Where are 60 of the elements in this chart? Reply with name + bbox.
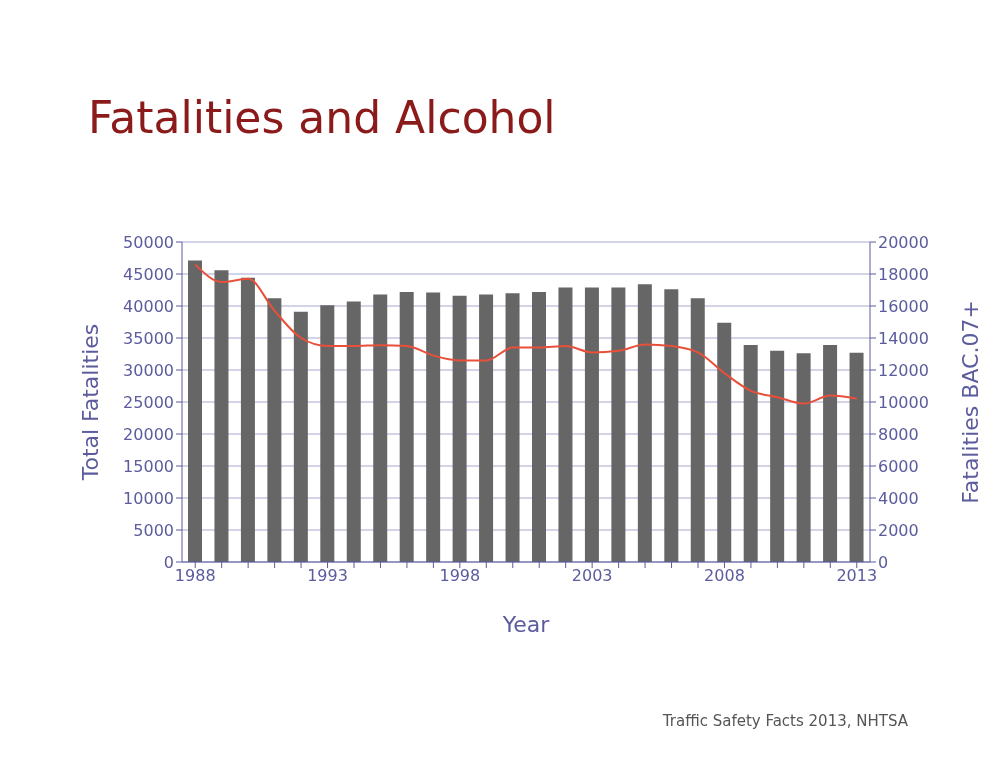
bar <box>637 284 652 562</box>
bar <box>584 287 599 562</box>
y-tick-label: 15000 <box>123 456 174 476</box>
y2-axis-title: Fatalities BAC.07+ <box>957 300 983 504</box>
y2-tick-label: 10000 <box>878 392 929 412</box>
y-tick-label: 45000 <box>123 264 174 284</box>
x-tick-label: 1988 <box>174 566 216 586</box>
y2-tick-label: 14000 <box>878 328 929 348</box>
bar <box>399 291 414 562</box>
bar <box>690 298 705 562</box>
bar <box>240 277 255 562</box>
y2-tick-label: 0 <box>878 552 889 572</box>
bar <box>188 260 202 562</box>
bar <box>479 294 494 562</box>
y2-tick-label: 18000 <box>878 264 929 284</box>
bar <box>426 292 441 562</box>
x-tick-label: 1998 <box>439 566 481 586</box>
y-tick-label: 25000 <box>123 392 174 412</box>
bar <box>796 353 811 562</box>
bar <box>505 293 520 562</box>
bar <box>823 345 838 562</box>
bar <box>214 270 229 562</box>
bar <box>452 295 467 562</box>
bar <box>743 345 758 562</box>
bar <box>717 322 732 562</box>
x-tick-label: 2008 <box>704 566 745 586</box>
bar <box>770 350 785 562</box>
y-tick-label: 0 <box>163 552 174 572</box>
y2-tick-label: 16000 <box>878 296 929 316</box>
y-tick-label: 20000 <box>123 424 174 444</box>
y-tick-label: 50000 <box>123 232 174 252</box>
y2-tick-label: 6000 <box>878 456 919 476</box>
bar <box>267 298 282 562</box>
bar <box>558 287 573 562</box>
bar <box>532 291 546 562</box>
y2-tick-label: 12000 <box>878 360 929 380</box>
text: Traffic Safety Facts 2013, NHTSA <box>662 712 908 730</box>
bar <box>320 305 335 562</box>
bar <box>373 294 388 562</box>
y2-tick-label: 2000 <box>878 520 919 540</box>
x-tick-label: 2003 <box>571 566 613 586</box>
y-tick-label: 30000 <box>123 360 174 380</box>
y-tick-label: 10000 <box>123 488 174 508</box>
bar <box>346 301 361 562</box>
x-tick-label: 2013 <box>836 566 878 586</box>
y-tick-label: 35000 <box>123 328 174 348</box>
bar <box>664 289 679 562</box>
bar <box>293 311 308 562</box>
x-axis-title: Year <box>501 612 551 637</box>
y-tick-label: 5000 <box>133 520 174 540</box>
line-series <box>194 263 858 405</box>
bar <box>611 287 626 562</box>
y-axis-title: Total Fatalities <box>77 323 103 482</box>
y2-tick-label: 20000 <box>878 232 929 252</box>
y2-tick-label: 8000 <box>878 424 919 444</box>
y2-tick-label: 4000 <box>878 488 919 508</box>
bar <box>849 352 864 562</box>
y-tick-label: 40000 <box>123 296 174 316</box>
x-tick-label: 1993 <box>307 566 348 586</box>
chart-title: Fatalities and Alcohol <box>88 92 556 143</box>
